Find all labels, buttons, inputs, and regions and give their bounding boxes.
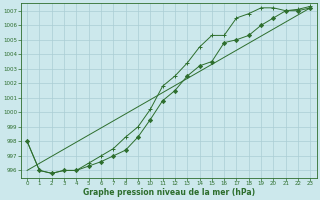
- X-axis label: Graphe pression niveau de la mer (hPa): Graphe pression niveau de la mer (hPa): [83, 188, 255, 197]
